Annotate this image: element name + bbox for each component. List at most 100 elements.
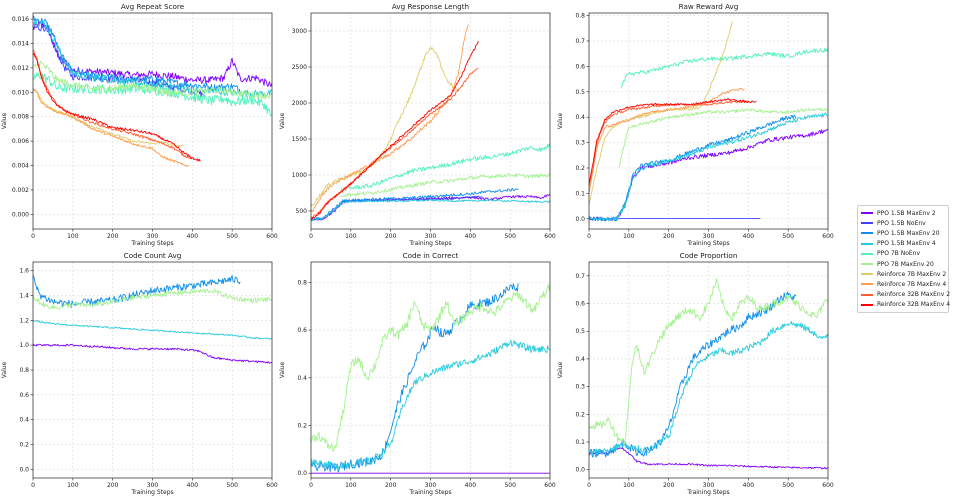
x-axis-label: Training Steps bbox=[408, 240, 451, 247]
y-tick-label: 0.6 bbox=[19, 392, 29, 399]
x-tick-label: 400 bbox=[187, 482, 199, 489]
series-line-reinforce-32b-maxenv-2 bbox=[311, 67, 479, 219]
series-line-ppo-1.5b-maxenv-4 bbox=[589, 320, 828, 456]
series-line-reinforce-7b-maxenv-2 bbox=[311, 47, 459, 207]
chart-panel-1: Avg Repeat Score 0 100 200 300 400 500 600 0.000… bbox=[1, 2, 278, 247]
legend-label: PPO 1.5B MaxEnv 20 bbox=[877, 229, 940, 237]
series-line-ppo-1.5b-maxenv-4 bbox=[311, 339, 550, 470]
x-tick-label: 400 bbox=[465, 233, 477, 240]
x-tick-label: 0 bbox=[309, 482, 313, 489]
chart-title: Code in Correct bbox=[403, 251, 459, 260]
legend-label: PPO 1.5B NoEnv bbox=[877, 219, 926, 227]
y-tick-label: 0.1 bbox=[575, 439, 585, 446]
x-tick-label: 100 bbox=[67, 233, 79, 240]
series-line-reinforce-7b-maxenv-4 bbox=[589, 87, 745, 194]
series-line-reinforce-7b-maxenv-4 bbox=[33, 87, 189, 167]
y-tick-label: 0.5 bbox=[575, 328, 585, 335]
y-tick-label: 0.4 bbox=[575, 356, 585, 363]
y-tick-label: 1.4 bbox=[19, 293, 29, 300]
legend-swatch bbox=[861, 263, 873, 266]
y-tick-label: 1500 bbox=[292, 136, 307, 143]
x-tick-label: 500 bbox=[226, 482, 238, 489]
series-line-reinforce-32b-maxenv-4 bbox=[33, 52, 201, 162]
legend-label: Reinforce 32B MaxEnv 2 bbox=[877, 291, 951, 299]
chart-panel-6: Code Proportion 0 100 200 300 400 500 600 0.0 0.1… bbox=[557, 251, 834, 496]
y-axis-label: Value bbox=[1, 361, 8, 378]
series-line-ppo-7b-maxenv-20 bbox=[340, 172, 550, 197]
legend-swatch bbox=[861, 212, 873, 215]
legend-item: Reinforce 7B MaxEnv 4 bbox=[861, 279, 946, 289]
chart-panel-3: Raw Reward Avg 0 100 200 300 400 500 600 0.0 0.1 0… bbox=[557, 2, 834, 247]
x-tick-label: 200 bbox=[663, 233, 675, 240]
legend-swatch bbox=[861, 252, 873, 255]
y-tick-label: 0.7 bbox=[575, 273, 585, 280]
legend-label: Reinforce 7B MaxEnv 2 bbox=[877, 270, 947, 278]
legend-item: PPO 1.5B NoEnv bbox=[861, 218, 945, 228]
x-tick-label: 600 bbox=[822, 233, 834, 240]
x-tick-label: 500 bbox=[782, 233, 794, 240]
series-group bbox=[311, 283, 550, 474]
y-tick-label: 0.5 bbox=[575, 89, 585, 96]
series-line-ppo-1.5b-maxenv-4 bbox=[589, 112, 828, 222]
y-tick-label: 0.008 bbox=[12, 114, 29, 121]
series-line-ppo-7b-maxenv-20 bbox=[311, 284, 550, 452]
y-tick-label: 0.0 bbox=[297, 470, 307, 477]
legend-item: Reinforce 32B MaxEnv 4 bbox=[861, 300, 950, 310]
x-tick-label: 500 bbox=[504, 482, 516, 489]
legend-item: Reinforce 32B MaxEnv 2 bbox=[861, 290, 950, 300]
legend-item: PPO 1.5B MaxEnv 4 bbox=[861, 239, 945, 249]
y-tick-label: 0.2 bbox=[297, 422, 307, 429]
x-tick-label: 600 bbox=[266, 233, 278, 240]
y-tick-label: 1.0 bbox=[19, 342, 29, 349]
series-group bbox=[589, 278, 828, 470]
y-tick-label: 0.4 bbox=[297, 375, 307, 382]
y-tick-label: 0.010 bbox=[12, 89, 29, 96]
legend-item: PPO 7B MaxEnv 20 bbox=[861, 259, 945, 269]
legend-swatch bbox=[861, 232, 873, 235]
series-line-ppo-1.5b-maxenv-20 bbox=[589, 114, 797, 222]
x-tick-label: 200 bbox=[107, 482, 119, 489]
x-tick-label: 400 bbox=[187, 233, 199, 240]
series-line-ppo-1.5b-maxenv-2 bbox=[589, 447, 828, 470]
y-tick-label: 0.004 bbox=[12, 163, 29, 170]
y-tick-label: 0.8 bbox=[297, 279, 307, 286]
legend-label: PPO 7B MaxEnv 20 bbox=[877, 260, 934, 268]
series-line-reinforce-32b-maxenv-2 bbox=[589, 100, 749, 187]
x-tick-label: 100 bbox=[345, 233, 357, 240]
chart-panel-2: Avg Response Length 0 100 200 300 400 500 600 50… bbox=[279, 2, 556, 247]
legend-swatch bbox=[861, 242, 873, 245]
legend-item: Reinforce 7B MaxEnv 2 bbox=[861, 269, 947, 279]
y-tick-label: 0.4 bbox=[575, 114, 585, 121]
y-tick-label: 0.6 bbox=[575, 63, 585, 70]
legend: PPO 1.5B MaxEnv 2 PPO 1.5B NoEnv PPO 1.5B … bbox=[857, 205, 950, 313]
x-tick-label: 100 bbox=[623, 482, 635, 489]
x-tick-label: 600 bbox=[266, 482, 278, 489]
legend-label: PPO 1.5B MaxEnv 2 bbox=[877, 209, 936, 217]
series-line-ppo-7b-noenv bbox=[340, 143, 550, 192]
x-tick-label: 0 bbox=[31, 233, 35, 240]
x-tick-label: 0 bbox=[587, 482, 591, 489]
x-tick-label: 600 bbox=[544, 233, 556, 240]
y-axis-label: Value bbox=[557, 361, 564, 378]
series-line-ppo-7b-maxenv-20 bbox=[589, 278, 828, 446]
legend-swatch bbox=[861, 222, 873, 225]
series-line-ppo-1.5b-maxenv-4 bbox=[33, 20, 272, 98]
y-tick-label: 0.016 bbox=[12, 16, 29, 23]
x-tick-label: 300 bbox=[147, 233, 159, 240]
series-line-ppo-1.5b-maxenv-2 bbox=[33, 21, 272, 87]
series-group bbox=[33, 275, 272, 364]
x-tick-label: 0 bbox=[309, 233, 313, 240]
legend-swatch bbox=[861, 283, 873, 286]
y-tick-label: 0.6 bbox=[297, 327, 307, 334]
y-tick-label: 1.6 bbox=[19, 268, 29, 275]
series-group bbox=[589, 21, 828, 222]
x-tick-label: 300 bbox=[703, 233, 715, 240]
x-tick-label: 500 bbox=[504, 233, 516, 240]
y-tick-label: 1000 bbox=[292, 172, 307, 179]
y-tick-label: 2000 bbox=[292, 100, 307, 107]
x-tick-label: 500 bbox=[782, 482, 794, 489]
y-axis-label: Value bbox=[1, 112, 8, 129]
chart-title: Code Count Avg bbox=[124, 251, 182, 260]
y-tick-label: 0.000 bbox=[12, 211, 29, 218]
